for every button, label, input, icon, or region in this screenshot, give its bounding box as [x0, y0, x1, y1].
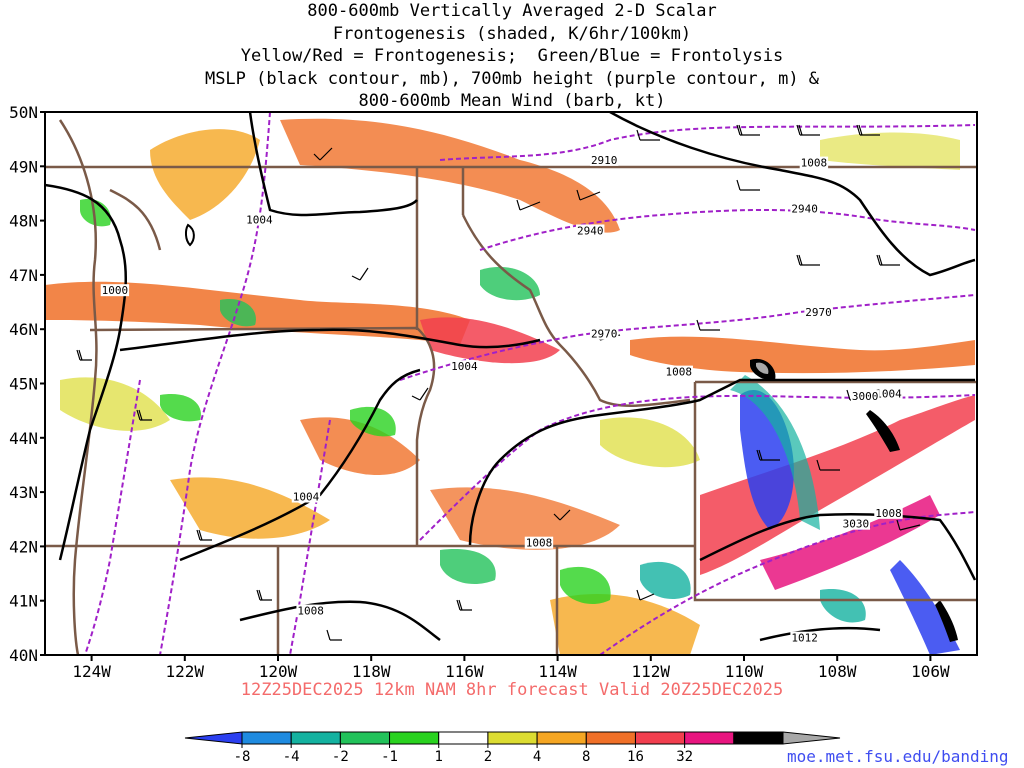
mslp-contour-label-bg [664, 365, 693, 378]
lon-label: 122W [166, 662, 205, 681]
lon-label: 114W [538, 662, 577, 681]
colorbar-swatch [438, 731, 489, 745]
colorbar-swatch [782, 731, 841, 745]
mslp-contour-label: 1004 [875, 387, 902, 400]
lat-label: 41N [9, 592, 38, 611]
colorbar-swatch [684, 731, 735, 745]
chart-title: 800-600mb Vertically Averaged 2-D Scalar… [0, 0, 1024, 113]
height-contour-label: 2970 [805, 306, 832, 319]
lat-label: 48N [9, 212, 38, 231]
colorbar-label: 8 [582, 749, 590, 765]
mslp-contour-label-bg [296, 604, 325, 617]
height-contour-label-bg [850, 390, 880, 403]
mslp-contour-label-bg [790, 631, 819, 644]
height-contours [84, 112, 976, 655]
height-labels: 2910 2940 2940 2970 2970 3000 3030 [576, 153, 880, 531]
colorbar-swatch [487, 731, 538, 745]
mslp-contour-label: 1004 [451, 360, 478, 373]
mslp-contour-label-bg [291, 490, 321, 503]
colorbar-label: 4 [533, 749, 541, 765]
height-contour-label-bg [590, 327, 619, 340]
mslp-contour-label-bg [874, 506, 903, 519]
colorbar-swatch [733, 731, 784, 745]
height-contour-label: 2910 [591, 154, 618, 167]
mslp-contour-label-bg [799, 156, 829, 169]
colorbar-swatch [339, 731, 391, 745]
height-contour-label: 2970 [591, 328, 618, 341]
longitude-axis: 124W 122W 120W 118W 116W 114W 112W 110W 108W 106W [72, 655, 950, 681]
lat-label: 50N [9, 103, 38, 122]
lon-label: 120W [259, 662, 298, 681]
title-line-3: Yellow/Red = Frontogenesis; Green/Blue =… [240, 46, 784, 66]
mslp-contour-label-bg [450, 360, 479, 373]
colorbar-label: -1 [381, 749, 398, 765]
colorbar-swatch [634, 731, 686, 745]
mslp-contour-label: 1004 [293, 491, 320, 504]
mslp-contour-label: 1008 [666, 366, 693, 379]
title-line-5: 800-600mb Mean Wind (barb, kt) [358, 91, 666, 111]
colorbar-swatch [290, 731, 341, 745]
height-contour-label-bg [590, 153, 619, 166]
mslp-contour-label: 1000 [102, 284, 129, 297]
lat-label: 40N [9, 646, 38, 665]
colorbar-label: 16 [627, 749, 644, 765]
mslp-contour-label: 1008 [875, 507, 902, 520]
colorbar-swatch [184, 731, 243, 745]
mslp-contour-label-bg [874, 387, 903, 400]
colorbar-swatch [585, 731, 636, 745]
lat-label: 42N [9, 537, 38, 556]
height-contour-label-bg [790, 202, 819, 215]
lat-label: 44N [9, 429, 38, 448]
height-contour-label: 2940 [577, 224, 604, 237]
mslp-labels: 1004 1000 1004 1004 1008 1008 1008 1004 1008 1008… [100, 156, 903, 645]
colorbar-label: -4 [283, 749, 300, 765]
mslp-contour-label-bg [100, 284, 130, 297]
mslp-contour-label: 1004 [246, 214, 273, 227]
height-contour-label: 3030 [843, 518, 870, 531]
mslp-contour-label-bg [245, 213, 274, 226]
mslp-contour-label-bg [524, 536, 554, 549]
lon-label: 116W [445, 662, 484, 681]
height-contour-label-bg [576, 224, 605, 237]
title-line-2: Frontogenesis (shaded, K/6hr/100km) [332, 23, 692, 44]
valid-time-label: 12Z25DEC2025 12km NAM 8hr forecast Valid… [240, 680, 784, 700]
lat-label: 49N [9, 157, 38, 176]
mslp-contour-label: 1008 [526, 537, 553, 550]
mslp-contours [45, 112, 977, 642]
lat-label: 43N [9, 483, 38, 502]
lon-label: 112W [632, 662, 671, 681]
lon-label: 110W [725, 662, 764, 681]
lon-label: 108W [818, 662, 857, 681]
lon-label: 118W [352, 662, 391, 681]
colorbar-label: -2 [332, 749, 349, 765]
mslp-contour-label: 1012 [791, 632, 818, 645]
shading-layer [45, 118, 975, 655]
height-contour-label: 2940 [791, 203, 818, 216]
title-line-1: 800-600mb Vertically Averaged 2-D Scalar [307, 1, 717, 21]
credit-link[interactable]: moe.met.fsu.edu/banding [787, 747, 1009, 766]
lon-label: 124W [72, 662, 111, 681]
wind-barbs [76, 124, 921, 641]
colorbar-swatch [536, 731, 587, 745]
height-contour-label: 3000 [852, 390, 879, 403]
lat-label: 45N [9, 375, 38, 394]
colorbar-label: 1 [435, 749, 443, 765]
colorbar-label: -8 [234, 749, 251, 765]
colorbar-swatch [389, 731, 440, 745]
title-line-4: MSLP (black contour, mb), 700mb height (… [204, 68, 820, 89]
lat-label: 47N [9, 266, 38, 285]
mslp-contour-label: 1008 [297, 605, 324, 618]
mslp-contour-label: 1008 [801, 157, 828, 170]
height-contour-label-bg [841, 517, 871, 530]
lat-label: 46N [9, 320, 38, 339]
colorbar-swatch [241, 731, 292, 745]
lon-label: 106W [911, 662, 950, 681]
latitude-axis: 50N 49N 48N 47N 46N 45N 44N 43N 42N 41N 40N [9, 103, 45, 665]
height-contour-label-bg [804, 305, 833, 318]
colorbar: -8 -4 -2 -1 1 2 4 8 16 32 [184, 731, 841, 765]
colorbar-label: 32 [676, 749, 693, 765]
colorbar-label: 2 [484, 749, 492, 765]
